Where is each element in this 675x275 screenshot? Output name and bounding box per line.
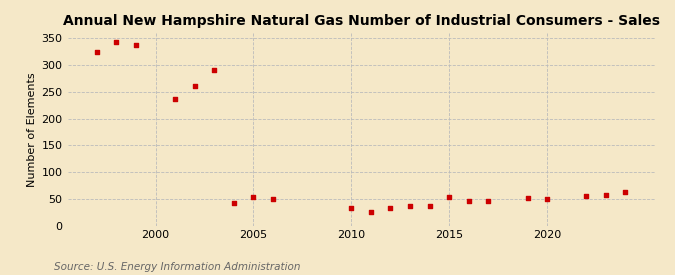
Point [190,84,200,89]
Point [130,43,141,47]
Point [542,197,553,201]
Point [404,204,415,208]
Point [346,206,357,211]
Point [620,190,630,194]
Point [522,196,533,200]
Point [385,206,396,211]
Point [463,199,474,203]
Point [365,209,376,214]
Point [169,97,180,101]
Point [424,204,435,208]
Point [581,194,592,198]
Y-axis label: Number of Elements: Number of Elements [28,72,37,186]
Text: Source: U.S. Energy Information Administration: Source: U.S. Energy Information Administ… [54,262,300,272]
Point [92,50,103,54]
Point [228,201,239,205]
Title: Annual New Hampshire Natural Gas Number of Industrial Consumers - Sales: Annual New Hampshire Natural Gas Number … [63,14,659,28]
Point [267,197,278,201]
Point [444,194,455,199]
Point [248,195,259,199]
Point [483,199,494,204]
Point [601,193,612,197]
Point [209,68,220,73]
Point [111,40,122,44]
